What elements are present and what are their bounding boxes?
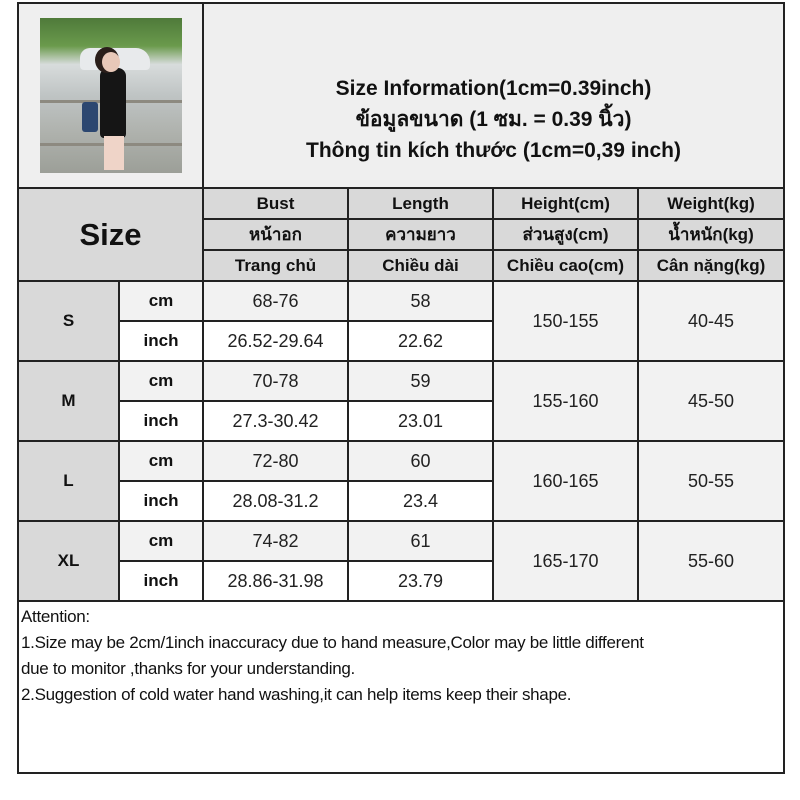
header-length-th: ความยาว xyxy=(347,218,494,251)
weight-range: 50-55 xyxy=(636,440,786,522)
attention-notes: Attention: 1.Size may be 2cm/1inch inacc… xyxy=(16,600,786,774)
length-cm: 60 xyxy=(347,440,494,482)
unit-cm: cm xyxy=(118,440,204,482)
header-bust-vi: Trang chủ xyxy=(202,249,349,282)
length-inch: 22.62 xyxy=(347,320,494,362)
header-height-vi: Chiều cao(cm) xyxy=(492,249,639,282)
bust-cm: 68-76 xyxy=(202,280,349,322)
header-weight-vi: Cân nặng(kg) xyxy=(636,249,786,282)
length-cm: 61 xyxy=(347,520,494,562)
header-bust-th: หน้าอก xyxy=(202,218,349,251)
size-label: M xyxy=(17,360,120,442)
weight-range: 55-60 xyxy=(636,520,786,602)
header-height-th: ส่วนสูง(cm) xyxy=(492,218,639,251)
header-weight-th: น้ำหนัก(kg) xyxy=(636,218,786,251)
bust-cm: 72-80 xyxy=(202,440,349,482)
header-weight-en: Weight(kg) xyxy=(636,187,786,220)
unit-cm: cm xyxy=(118,280,204,322)
unit-inch: inch xyxy=(118,480,204,522)
unit-cm: cm xyxy=(118,520,204,562)
bust-cm: 70-78 xyxy=(202,360,349,402)
notes-heading: Attention: xyxy=(21,607,90,626)
weight-range: 45-50 xyxy=(636,360,786,442)
header-bust-en: Bust xyxy=(202,187,349,220)
height-range: 150-155 xyxy=(492,280,639,362)
unit-cm: cm xyxy=(118,360,204,402)
size-row-inch: inch 26.52-29.64 22.62 xyxy=(18,320,784,362)
length-cm: 59 xyxy=(347,360,494,402)
header-length-vi: Chiều dài xyxy=(347,249,494,282)
note-line: 2.Suggestion of cold water hand washing,… xyxy=(21,685,572,704)
size-chart-table: Size Information(1cm=0.39inch) ข้อมูลขนา… xyxy=(16,2,786,774)
bust-inch: 27.3-30.42 xyxy=(202,400,349,442)
size-label: S xyxy=(17,280,120,362)
weight-range: 40-45 xyxy=(636,280,786,362)
bust-inch: 28.86-31.98 xyxy=(202,560,349,602)
title-english: Size Information(1cm=0.39inch) xyxy=(335,77,652,100)
product-photo-cell xyxy=(17,2,204,189)
unit-inch: inch xyxy=(118,560,204,602)
size-header: Size xyxy=(17,187,204,282)
length-inch: 23.01 xyxy=(347,400,494,442)
note-line: 1.Size may be 2cm/1inch inaccuracy due t… xyxy=(21,633,644,652)
size-row-inch: inch 28.08-31.2 23.4 xyxy=(18,480,784,522)
title-vietnamese: Thông tin kích thước (1cm=0,39 inch) xyxy=(306,139,681,162)
bust-cm: 74-82 xyxy=(202,520,349,562)
note-line: due to monitor ,thanks for your understa… xyxy=(21,659,355,678)
unit-inch: inch xyxy=(118,400,204,442)
length-inch: 23.79 xyxy=(347,560,494,602)
size-row-cm: XL cm 74-82 61 165-170 55-60 xyxy=(17,520,786,602)
title-thai: ข้อมูลขนาด (1 ซม. = 0.39 นิ้ว) xyxy=(355,108,632,131)
header-height-en: Height(cm) xyxy=(492,187,639,220)
height-range: 155-160 xyxy=(492,360,639,442)
size-label: XL xyxy=(17,520,120,602)
length-cm: 58 xyxy=(347,280,494,322)
size-info-title: Size Information(1cm=0.39inch) ข้อมูลขนา… xyxy=(201,2,786,189)
height-range: 165-170 xyxy=(492,520,639,602)
size-row-inch: inch 28.86-31.98 23.79 xyxy=(18,560,784,602)
height-range: 160-165 xyxy=(492,440,639,522)
bust-inch: 28.08-31.2 xyxy=(202,480,349,522)
product-photo xyxy=(39,18,182,173)
unit-inch: inch xyxy=(118,320,204,362)
bust-inch: 26.52-29.64 xyxy=(202,320,349,362)
size-row-inch: inch 27.3-30.42 23.01 xyxy=(18,400,784,442)
size-label: L xyxy=(17,440,120,522)
header-length-en: Length xyxy=(347,187,494,220)
length-inch: 23.4 xyxy=(347,480,494,522)
